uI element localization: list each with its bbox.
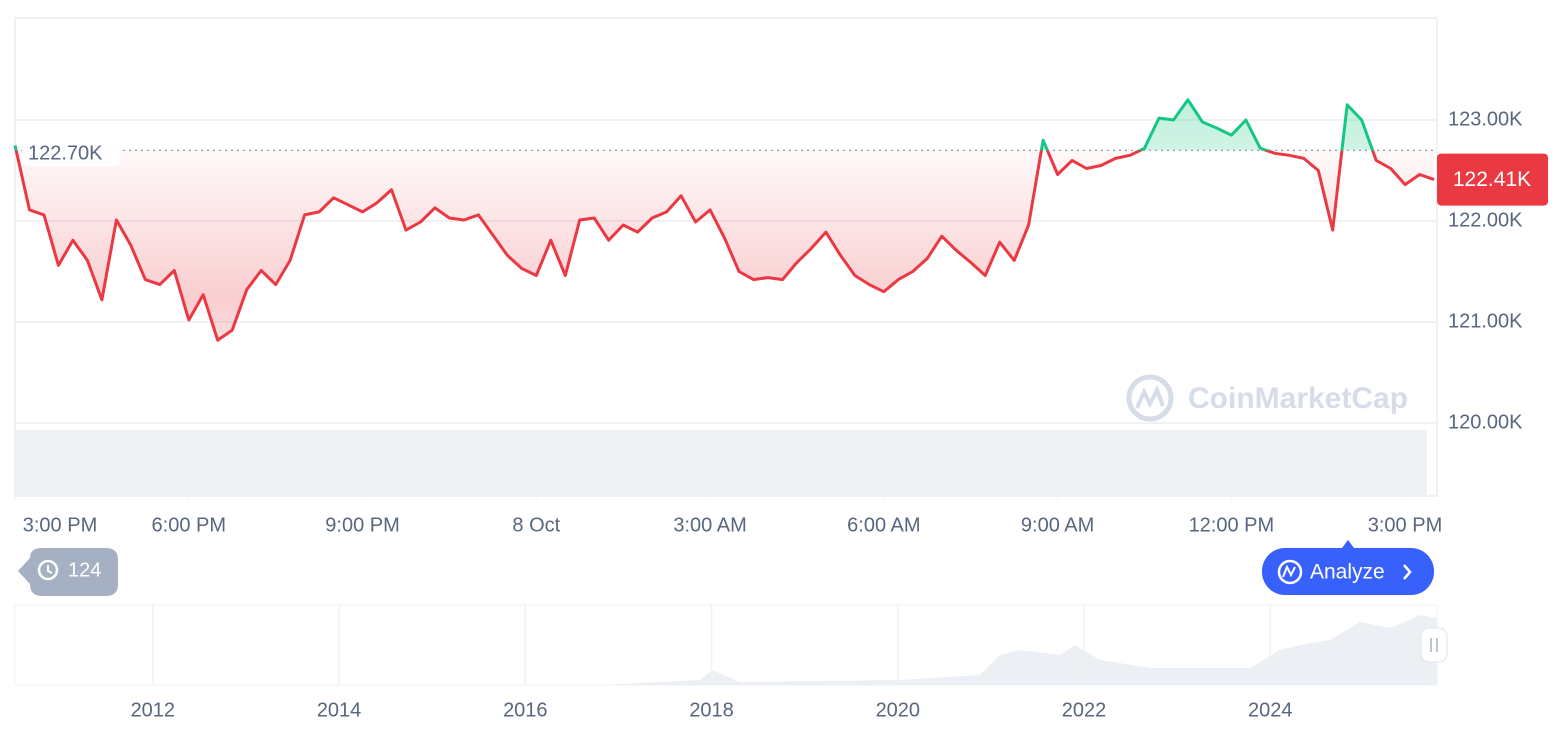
reference-label-bg <box>22 130 120 167</box>
price-line <box>13 98 1435 342</box>
x-tick-label: 3:00 PM <box>23 514 97 536</box>
navigator-tick-label: 2018 <box>689 699 734 721</box>
area-fill <box>15 99 1435 341</box>
x-tick-label: 8 Oct <box>512 514 560 536</box>
plot-frame <box>14 17 1438 497</box>
navigator-tick-label: 2014 <box>317 699 362 721</box>
x-tick-label: 6:00 AM <box>847 514 920 536</box>
navigator-handle[interactable] <box>1420 627 1448 663</box>
x-tick-label: 3:00 AM <box>673 514 746 536</box>
volume-area <box>15 430 1427 495</box>
history-badge[interactable]: 124 <box>18 548 118 596</box>
y-tick-label: 120.00K <box>1448 411 1523 433</box>
y-tick-label: 121.00K <box>1448 310 1523 332</box>
navigator-tick-label: 2012 <box>131 699 176 721</box>
navigator-tick-label: 2024 <box>1248 699 1293 721</box>
watermark: CoinMarketCap <box>1126 374 1408 422</box>
current-price-label: 122.41K <box>1453 168 1531 191</box>
history-count: 124 <box>68 559 101 581</box>
navigator-tick-label: 2016 <box>503 699 548 721</box>
y-tick-label: 123.00K <box>1448 108 1523 130</box>
navigator-tick-label: 2020 <box>876 699 921 721</box>
x-tick-label: 12:00 PM <box>1189 514 1275 536</box>
analyze-label: Analyze <box>1310 561 1385 584</box>
x-tick-label: 3:00 PM <box>1368 514 1442 536</box>
watermark-text: CoinMarketCap <box>1188 382 1408 415</box>
y-tick-label: 122.00K <box>1448 209 1523 231</box>
x-tick-label: 9:00 PM <box>325 514 399 536</box>
handle-grip <box>1430 638 1438 652</box>
x-tick-label: 9:00 AM <box>1021 514 1094 536</box>
navigator-tick-label: 2022 <box>1062 699 1107 721</box>
analyze-button[interactable]: Analyze <box>1262 540 1434 595</box>
reference-label: 122.70K <box>28 143 103 165</box>
x-tick-label: 6:00 PM <box>152 514 226 536</box>
navigator-area <box>15 615 1437 685</box>
current-price-box <box>1437 153 1548 206</box>
